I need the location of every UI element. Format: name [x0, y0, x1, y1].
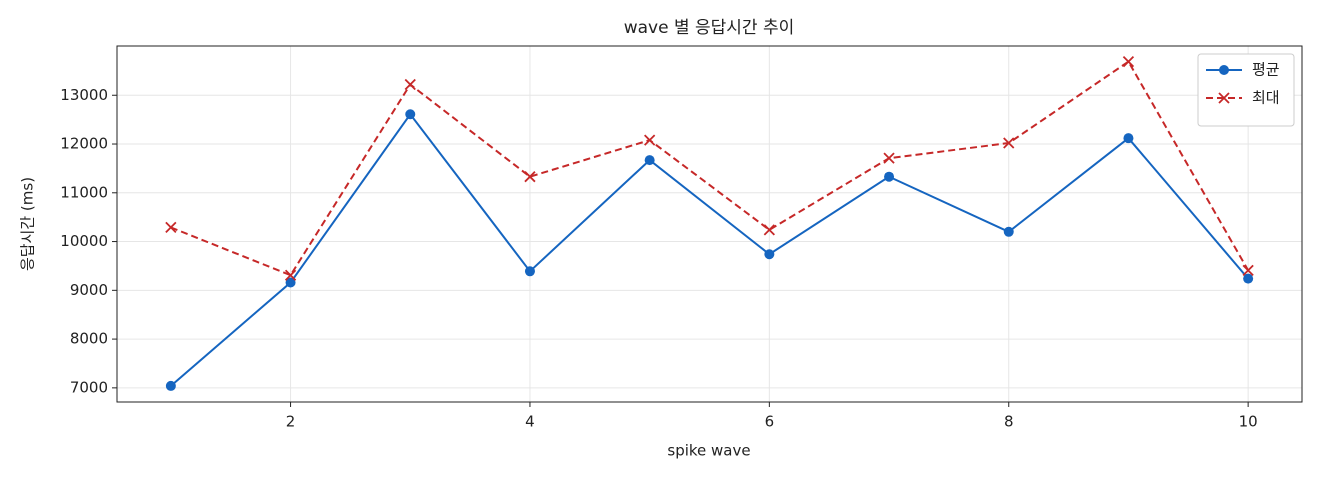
point: [284, 269, 297, 281]
y-tick-label: 7000: [70, 378, 108, 396]
point: [763, 224, 775, 236]
point: [644, 134, 656, 146]
x-tick-label: 4: [525, 413, 535, 431]
point: [1242, 264, 1254, 276]
point: [644, 155, 655, 166]
point: [1123, 133, 1134, 144]
series-line: [170, 112, 1249, 387]
x-tick-label: 8: [1004, 413, 1014, 431]
point: [524, 171, 536, 183]
chart-title: wave 별 응답시간 추이: [624, 18, 795, 38]
point: [764, 249, 775, 260]
y-axis-label: 응답시간 (ms): [19, 177, 37, 271]
series-line: [170, 60, 1250, 277]
point: [1122, 55, 1135, 68]
legend-marker: [1218, 92, 1230, 104]
y-tick-label: 8000: [70, 330, 108, 348]
x-axis-label: spike wave: [667, 442, 750, 460]
point: [165, 380, 176, 391]
point: [884, 171, 895, 182]
point: [1003, 226, 1014, 237]
legend-marker: [1219, 65, 1229, 75]
point: [883, 152, 895, 164]
y-tick-label: 9000: [70, 281, 108, 299]
point: [165, 221, 177, 234]
point: [405, 109, 416, 120]
point: [285, 277, 296, 288]
y-tick-label: 10000: [60, 232, 108, 250]
x-tick-label: 10: [1239, 413, 1258, 431]
point: [524, 266, 535, 277]
y-tick-label: 11000: [60, 183, 108, 201]
y-tick-label: 13000: [60, 86, 108, 104]
x-tick-label: 6: [765, 413, 775, 431]
legend-label: 최대: [1252, 89, 1280, 107]
legend-label: 평균: [1252, 61, 1280, 79]
x-tick-label: 2: [286, 413, 296, 431]
point: [404, 78, 416, 91]
plot-frame: [116, 45, 1303, 403]
point: [1003, 137, 1015, 149]
y-tick-label: 12000: [60, 135, 108, 153]
point: [1243, 273, 1254, 284]
